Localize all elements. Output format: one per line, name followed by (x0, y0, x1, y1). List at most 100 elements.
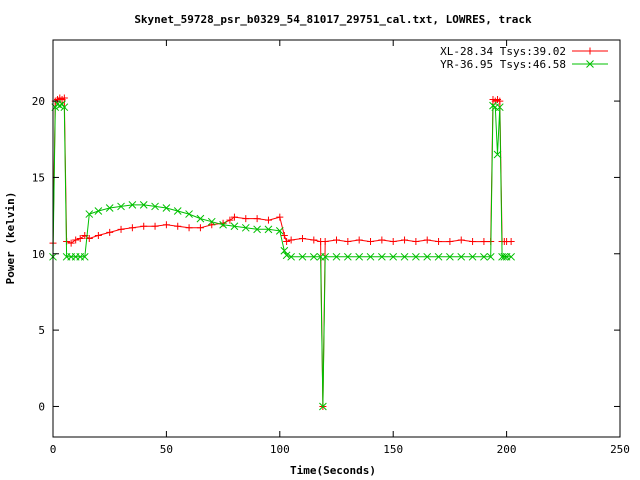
data-point (321, 252, 330, 261)
x-tick-label: 0 (50, 443, 57, 456)
data-point (60, 103, 69, 112)
data-point (128, 201, 137, 209)
data-point (343, 252, 352, 261)
data-point (507, 252, 515, 261)
data-point (162, 221, 170, 229)
data-point (423, 252, 432, 261)
data-point (94, 231, 102, 239)
data-point (139, 201, 148, 209)
data-point (446, 238, 454, 246)
legend-label: YR-36.95 Tsys:46.58 (440, 58, 566, 71)
data-point (400, 252, 409, 261)
y-tick-label: 0 (38, 400, 45, 413)
data-point (489, 101, 497, 110)
data-point (72, 236, 80, 244)
series-2 (49, 100, 515, 411)
data-point (117, 225, 125, 233)
series-layer (49, 94, 515, 411)
data-point (106, 228, 114, 236)
y-tick-label: 20 (32, 95, 45, 108)
data-point (500, 252, 509, 261)
data-point (496, 97, 504, 105)
data-point (76, 235, 84, 242)
data-point (366, 252, 375, 261)
y-tick-label: 5 (38, 324, 45, 337)
data-point (507, 238, 515, 246)
data-point (219, 220, 227, 229)
data-point (230, 222, 239, 231)
series-line (52, 103, 512, 407)
data-point (457, 236, 465, 244)
data-point (280, 231, 288, 239)
data-point (287, 252, 295, 261)
data-point (298, 235, 306, 242)
data-point (275, 227, 284, 235)
y-axis-label: Power (kelvin) (4, 192, 17, 285)
data-point (468, 252, 477, 261)
data-point (344, 238, 352, 246)
data-point (319, 402, 327, 411)
data-point (230, 213, 238, 221)
data-point (226, 216, 234, 224)
data-point (423, 236, 431, 244)
data-point (332, 252, 341, 261)
data-point (283, 238, 291, 246)
data-point (253, 225, 261, 234)
data-point (67, 239, 75, 247)
x-tick-label: 50 (160, 443, 173, 456)
data-point (495, 103, 504, 112)
data-point (207, 217, 216, 226)
series-line (52, 97, 512, 407)
x-tick-label: 200 (497, 443, 517, 456)
data-point (105, 204, 114, 212)
data-point (60, 94, 68, 102)
data-point (151, 202, 159, 211)
x-tick-label: 150 (383, 443, 403, 456)
data-point (378, 252, 386, 261)
x-tick-label: 250 (610, 443, 630, 456)
data-point (586, 47, 594, 55)
data-point (185, 210, 193, 218)
chart-title: Skynet_59728_psr_b0329_54_81017_29751_ca… (134, 13, 532, 26)
data-point (162, 204, 171, 212)
data-point (412, 238, 420, 246)
data-point (94, 207, 103, 215)
legend-label: XL-28.34 Tsys:39.02 (440, 45, 566, 58)
data-point (586, 60, 594, 68)
data-point (253, 215, 261, 223)
data-point (117, 202, 125, 211)
data-point (355, 252, 364, 261)
data-point (298, 252, 307, 261)
data-point (196, 214, 205, 223)
data-point (480, 252, 488, 261)
data-point (355, 236, 363, 244)
data-point (435, 238, 443, 246)
data-point (85, 210, 94, 218)
data-point (173, 207, 182, 215)
data-point (457, 252, 466, 261)
data-point (185, 224, 193, 232)
data-point (378, 236, 386, 244)
data-point (282, 251, 291, 260)
data-point (280, 246, 289, 255)
data-point (309, 252, 318, 261)
plot-frame (52, 39, 621, 438)
data-point (241, 223, 250, 232)
data-point (287, 236, 295, 244)
data-point (401, 236, 409, 244)
data-point (469, 238, 477, 246)
data-point (242, 215, 250, 223)
data-point (480, 238, 488, 246)
data-point (264, 225, 273, 234)
data-point (446, 252, 454, 261)
data-point (434, 252, 443, 261)
y-tick-label: 15 (32, 171, 45, 184)
data-point (128, 224, 136, 232)
data-point (310, 236, 318, 244)
data-point (333, 236, 340, 244)
data-point (219, 219, 227, 227)
x-axis: 0 50 100 150 200 250 (50, 40, 630, 456)
data-point (486, 252, 495, 261)
